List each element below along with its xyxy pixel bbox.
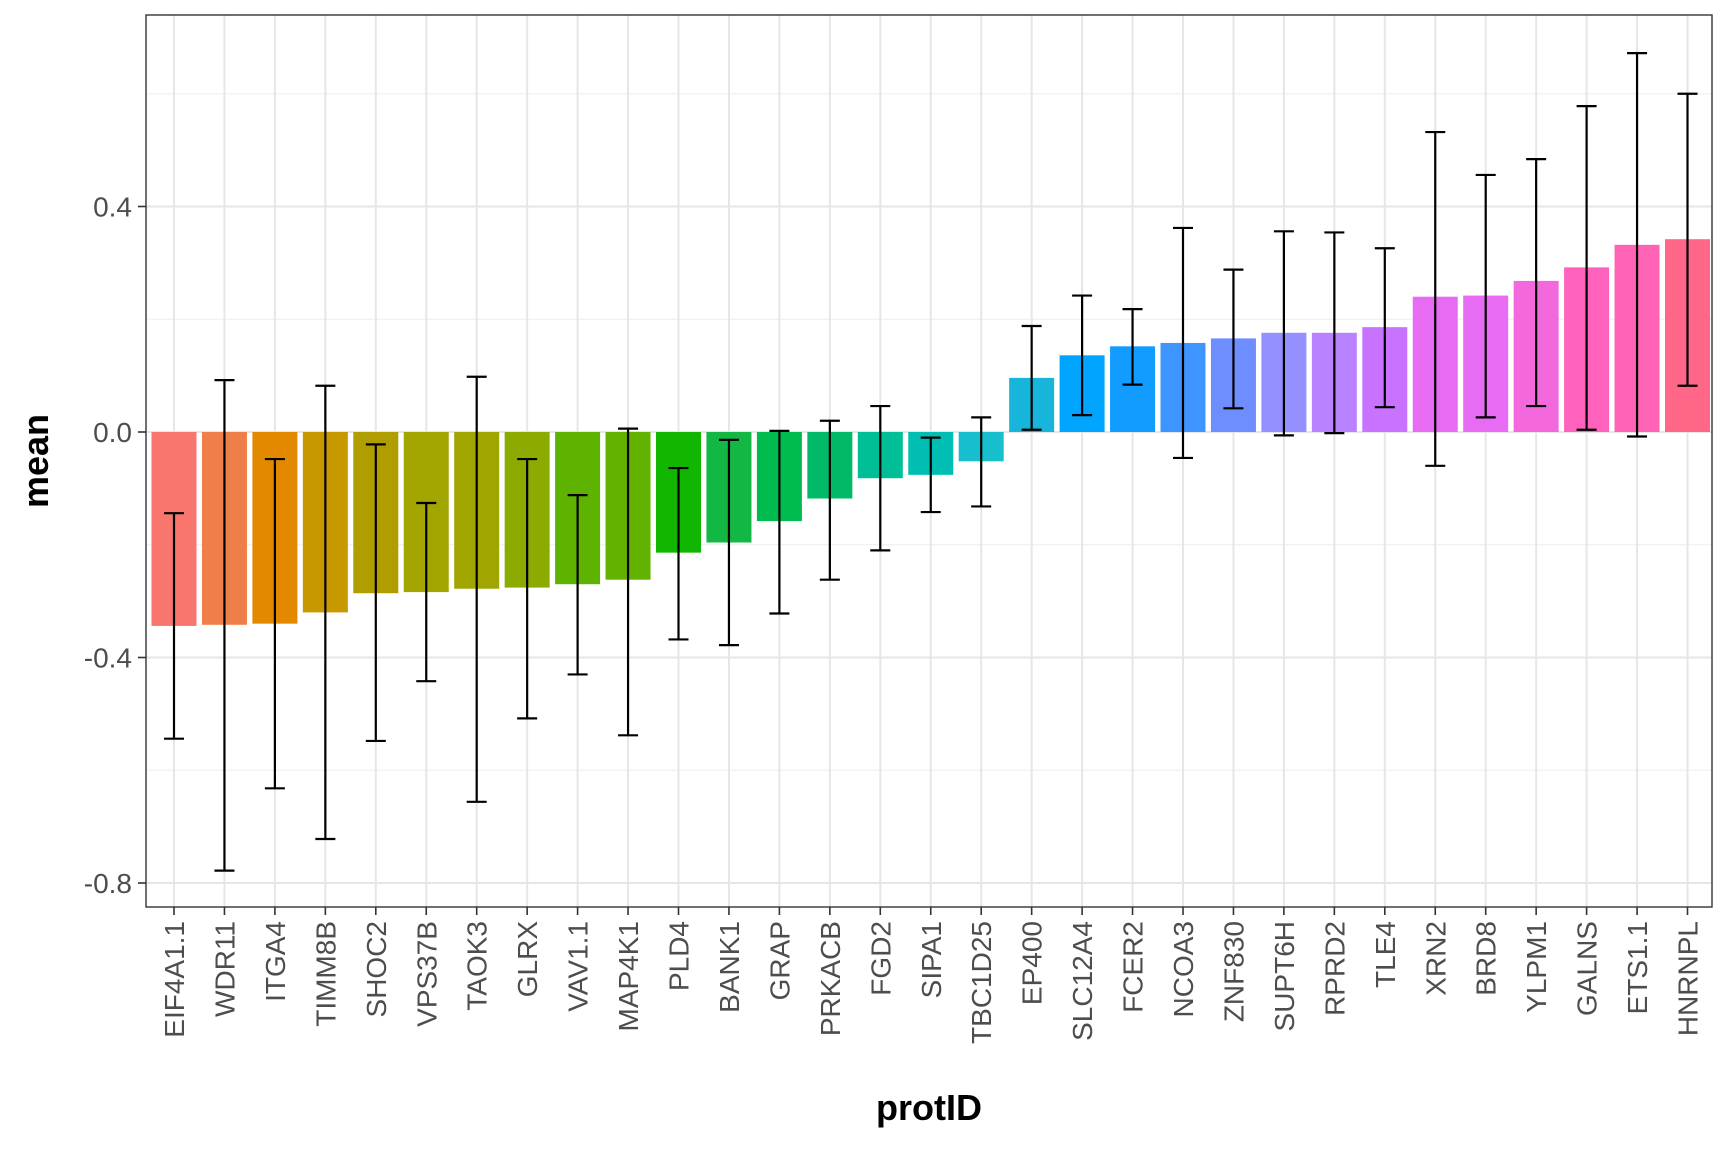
x-tick-label: EIF4A1.1 [159, 921, 190, 1038]
y-tick-label: 0.0 [93, 417, 132, 448]
error-bar [668, 466, 689, 641]
error-bar [1677, 92, 1698, 387]
x-tick-label: TAOK3 [462, 921, 493, 1011]
x-tick-label: GRAP [764, 921, 795, 1000]
x-tick-label: GALNS [1572, 921, 1603, 1016]
error-bar [1627, 52, 1648, 438]
error-bar [618, 427, 639, 737]
error-bar [1173, 226, 1193, 460]
error-bar [365, 443, 386, 743]
error-bar [920, 436, 941, 514]
x-axis-title: protID [876, 1087, 982, 1128]
error-bar [819, 419, 840, 581]
error-bar [264, 457, 285, 790]
x-tick-label: VAV1.1 [563, 921, 594, 1012]
x-axis: EIF4A1.1 WDR11 ITGA4 TIMM8B SHOC2 VPS37B TAOK3… [159, 907, 1704, 1044]
x-tick-label: NCOA3 [1168, 921, 1199, 1017]
error-bar [1576, 105, 1597, 431]
error-bar [214, 379, 235, 872]
x-tick-label: XRN2 [1420, 921, 1451, 996]
x-tick-label: ITGA4 [260, 921, 291, 1002]
y-axis: -0.8 -0.4 0.0 0.4 [84, 192, 146, 899]
x-tick-label: TBC1D25 [966, 921, 997, 1044]
x-tick-label: YLPM1 [1521, 921, 1552, 1013]
error-bar [769, 429, 790, 615]
x-tick-label: BRD8 [1471, 921, 1502, 996]
x-tick-label: WDR11 [209, 921, 240, 1017]
x-tick-label: HNRNPL [1673, 921, 1704, 1036]
x-tick-label: MAP4K1 [613, 921, 644, 1032]
error-bar [1273, 230, 1294, 437]
error-bar [1324, 231, 1345, 435]
y-axis-title: mean [15, 414, 56, 508]
error-bar [1122, 308, 1143, 386]
error-bar [1425, 130, 1446, 467]
error-bar [1526, 158, 1547, 408]
x-tick-label: PLD4 [664, 921, 695, 991]
x-tick-label: EP400 [1017, 921, 1048, 1005]
x-tick-label: GLRX [512, 921, 543, 998]
error-bar [971, 416, 992, 508]
x-tick-label: SHOC2 [361, 921, 392, 1017]
x-tick-label: ZNF830 [1218, 921, 1249, 1022]
y-tick-label: -0.8 [84, 868, 132, 899]
x-tick-label: BANK1 [714, 921, 745, 1013]
x-tick-label: SLC12A4 [1067, 921, 1098, 1041]
error-bar [1223, 268, 1244, 410]
x-tick-label: RPRD2 [1319, 921, 1350, 1016]
x-tick-label: VPS37B [411, 921, 442, 1027]
y-tick-label: 0.4 [93, 192, 132, 223]
x-tick-label: FGD2 [865, 921, 896, 996]
error-bar [164, 512, 184, 740]
error-bar [1021, 324, 1042, 431]
error-bar [466, 375, 487, 803]
error-bar [315, 384, 336, 841]
x-tick-label: TLE4 [1370, 921, 1401, 988]
error-bar [567, 494, 588, 676]
x-tick-label: FCER2 [1118, 921, 1149, 1013]
x-tick-label: ETS1.1 [1622, 921, 1653, 1014]
error-bar [1072, 294, 1093, 417]
plot-panel-border [145, 14, 1713, 908]
y-tick-label: -0.4 [84, 643, 132, 674]
error-bar [870, 404, 891, 552]
error-bar [718, 438, 739, 647]
error-bar [1475, 173, 1496, 419]
error-bar [416, 501, 437, 683]
x-tick-label: SIPA1 [916, 921, 947, 998]
error-bars [164, 52, 1698, 872]
x-tick-label: TIMM8B [310, 921, 341, 1027]
error-bar [1374, 247, 1395, 409]
x-tick-label: SUPT6H [1269, 921, 1300, 1031]
error-bar [517, 457, 538, 720]
x-tick-label: PRKACB [815, 921, 846, 1036]
